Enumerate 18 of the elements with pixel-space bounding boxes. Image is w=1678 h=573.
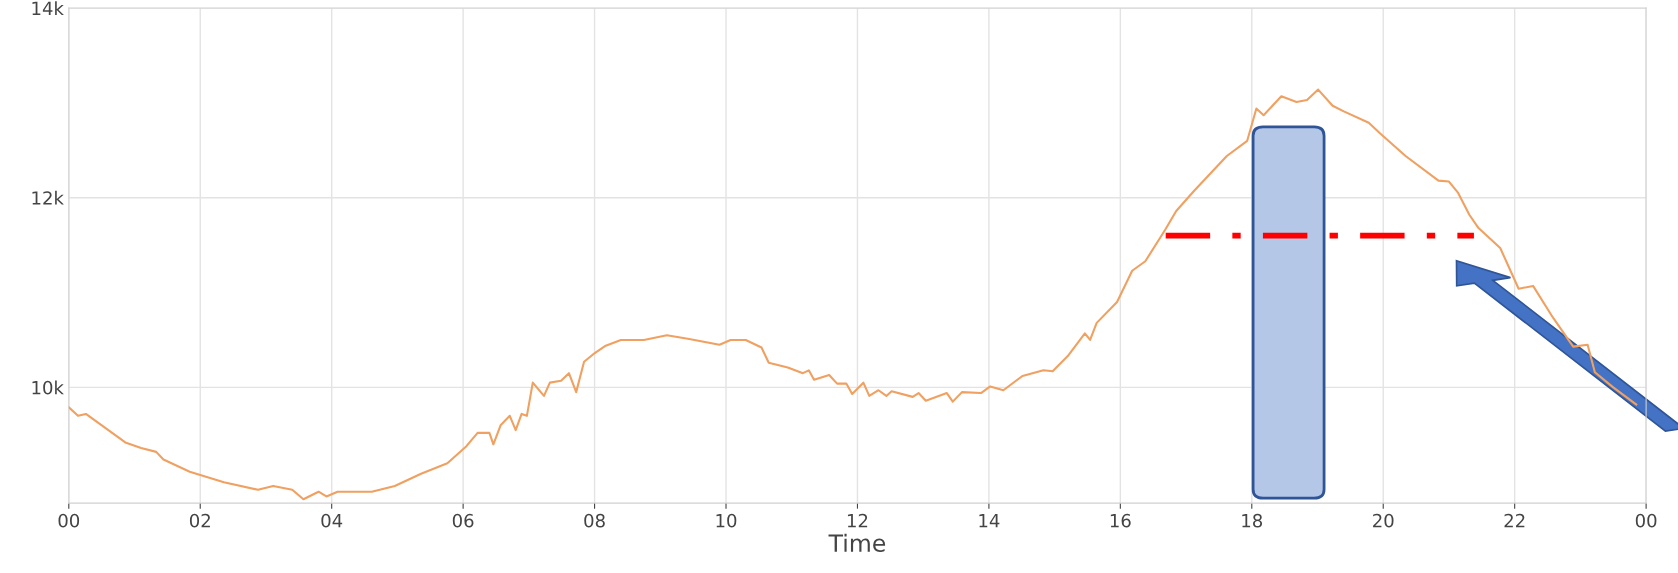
x-tick-label: 20 [1373,513,1394,528]
x-tick-label: 18 [1242,513,1263,528]
x-tick-label: 00 [58,513,80,528]
x-tick-label: 06 [452,513,474,528]
x-tick-label: 02 [189,513,210,528]
x-axis-title: Time [828,533,886,553]
y-tick-label: 10k [32,380,64,395]
x-tick-label: 04 [321,513,343,528]
x-tick-label: 08 [584,513,605,528]
y-tick-label: 12k [32,190,64,205]
x-tick-label: 00 [1635,513,1657,528]
line-series [68,88,1638,501]
x-tick-label: 10 [716,513,737,528]
y-tick-label: 14k [32,1,64,15]
x-tick-label: 22 [1504,513,1525,528]
x-tick-label: 14 [979,514,1000,528]
x-tick-label: 12 [847,513,868,528]
x-tick-label: 16 [1110,513,1131,528]
